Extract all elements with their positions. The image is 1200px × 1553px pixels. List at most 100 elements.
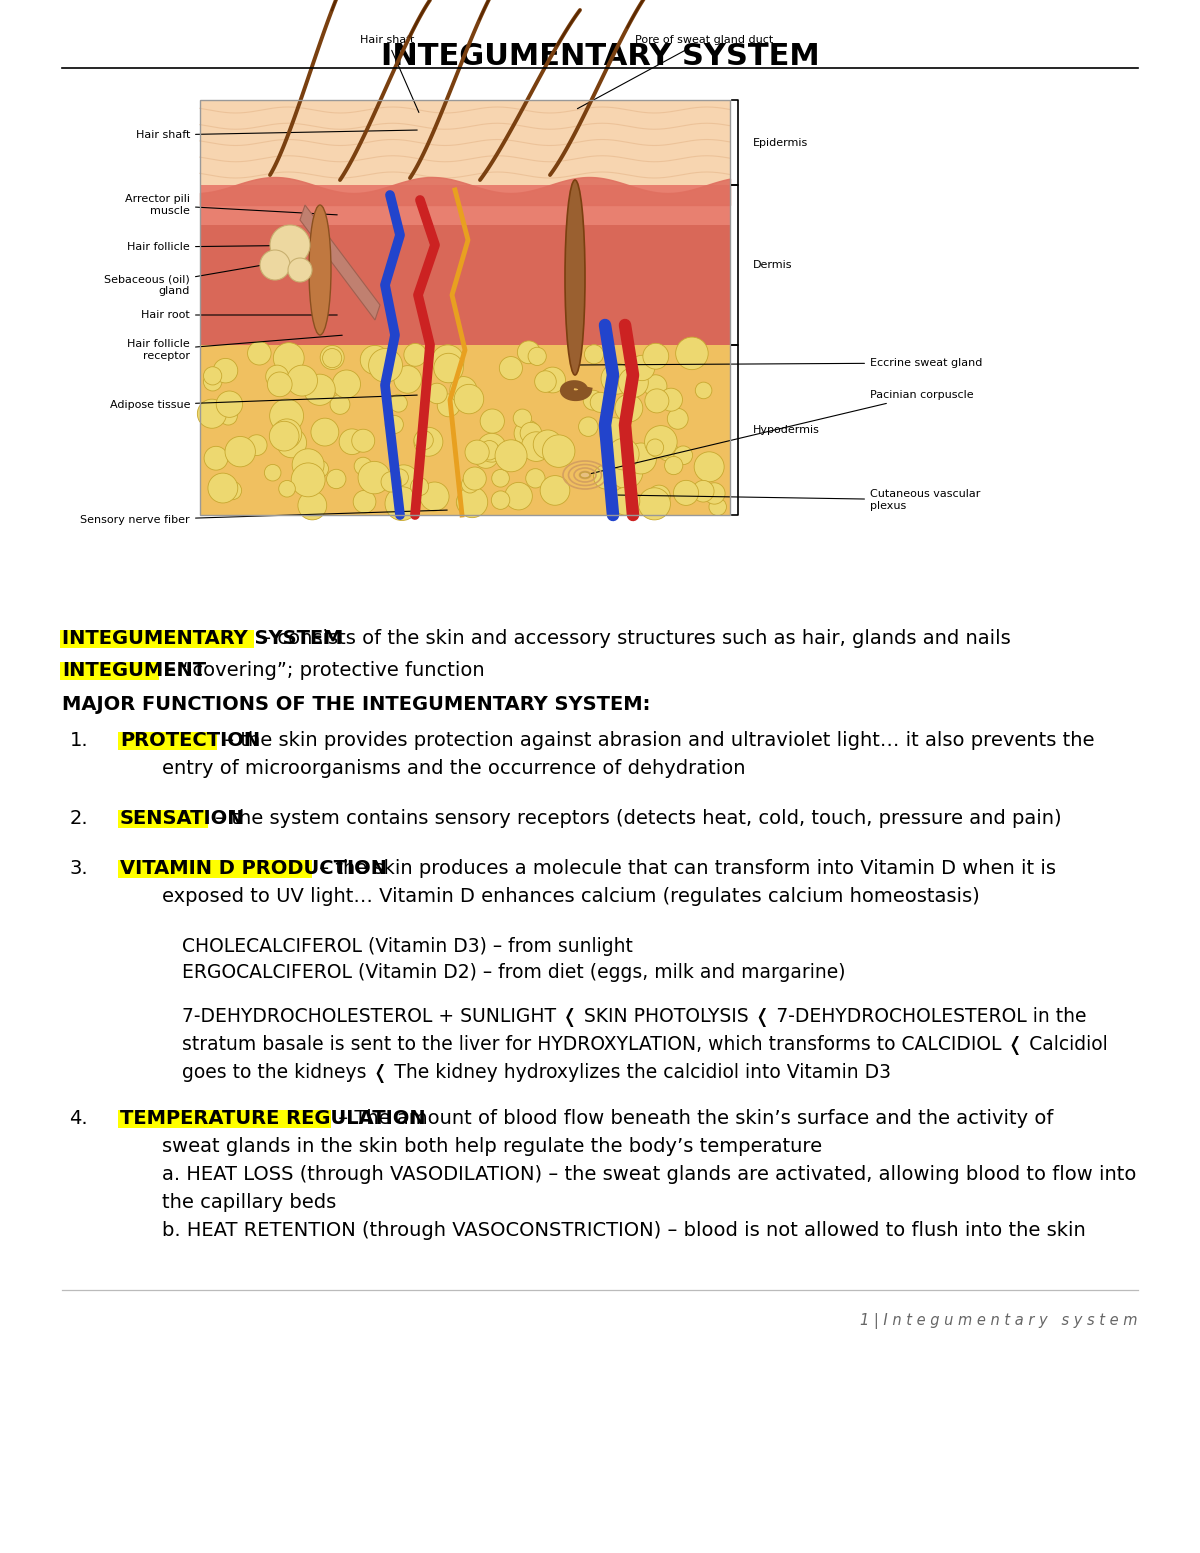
Circle shape xyxy=(278,480,295,497)
Circle shape xyxy=(578,416,598,436)
Circle shape xyxy=(644,426,677,458)
Circle shape xyxy=(614,394,643,422)
Circle shape xyxy=(288,258,312,283)
Text: Sensory nerve fiber: Sensory nerve fiber xyxy=(80,509,448,525)
Circle shape xyxy=(410,478,428,495)
Text: sweat glands in the skin both help regulate the body’s temperature: sweat glands in the skin both help regul… xyxy=(162,1137,822,1157)
Circle shape xyxy=(594,464,618,489)
Text: CHOLECALCIFEROL (Vitamin D3) – from sunlight: CHOLECALCIFEROL (Vitamin D3) – from sunl… xyxy=(182,938,632,957)
Circle shape xyxy=(505,441,524,460)
Text: Hair shaft: Hair shaft xyxy=(136,130,418,140)
Circle shape xyxy=(391,469,408,486)
Circle shape xyxy=(287,365,318,396)
Circle shape xyxy=(368,348,402,382)
Circle shape xyxy=(204,373,222,391)
Circle shape xyxy=(404,343,427,367)
Circle shape xyxy=(450,376,476,404)
Circle shape xyxy=(517,340,540,363)
Text: INTEGUMENTARY SYSTEM: INTEGUMENTARY SYSTEM xyxy=(62,629,343,649)
Circle shape xyxy=(455,384,484,413)
Circle shape xyxy=(311,418,338,446)
Text: Cutaneous vascular
plexus: Cutaneous vascular plexus xyxy=(618,489,980,511)
Text: Hair follicle
receptor: Hair follicle receptor xyxy=(127,335,342,360)
Circle shape xyxy=(694,452,724,481)
Circle shape xyxy=(533,430,563,460)
Circle shape xyxy=(496,439,527,472)
FancyBboxPatch shape xyxy=(118,860,312,877)
Circle shape xyxy=(340,429,365,455)
Circle shape xyxy=(382,472,402,492)
Circle shape xyxy=(514,421,540,447)
Circle shape xyxy=(246,435,268,455)
FancyBboxPatch shape xyxy=(60,662,160,680)
Text: Hair root: Hair root xyxy=(142,311,337,320)
Text: SENSATION: SENSATION xyxy=(120,809,245,828)
Circle shape xyxy=(220,407,238,426)
Text: Sebaceous (oil)
gland: Sebaceous (oil) gland xyxy=(104,261,289,295)
Circle shape xyxy=(612,488,640,516)
Circle shape xyxy=(432,345,464,377)
Circle shape xyxy=(665,457,683,475)
Circle shape xyxy=(644,388,668,413)
Circle shape xyxy=(216,391,242,418)
Circle shape xyxy=(388,464,419,495)
Circle shape xyxy=(667,408,688,429)
Text: Hypodermis: Hypodermis xyxy=(754,426,820,435)
Circle shape xyxy=(590,393,611,413)
Circle shape xyxy=(226,436,256,467)
Circle shape xyxy=(540,367,565,393)
Circle shape xyxy=(709,499,726,516)
Text: TEMPERATURE REGULATION: TEMPERATURE REGULATION xyxy=(120,1109,426,1129)
Circle shape xyxy=(311,460,329,477)
Circle shape xyxy=(674,446,692,464)
Circle shape xyxy=(354,457,372,475)
Circle shape xyxy=(492,469,509,488)
Circle shape xyxy=(457,486,487,517)
Circle shape xyxy=(505,483,533,509)
Circle shape xyxy=(208,474,238,503)
Text: stratum basale is sent to the liver for HYDROXYLATION, which transforms to CALCI: stratum basale is sent to the liver for … xyxy=(182,1034,1108,1054)
Circle shape xyxy=(660,388,683,412)
Circle shape xyxy=(323,348,342,368)
Circle shape xyxy=(480,408,504,433)
Circle shape xyxy=(607,438,640,471)
Circle shape xyxy=(466,439,490,464)
Circle shape xyxy=(269,421,299,450)
Text: Eccrine sweat gland: Eccrine sweat gland xyxy=(577,359,983,368)
FancyBboxPatch shape xyxy=(200,99,730,185)
Text: Pacinian corpuscle: Pacinian corpuscle xyxy=(588,390,973,474)
Circle shape xyxy=(528,348,546,365)
Circle shape xyxy=(456,491,479,514)
Circle shape xyxy=(703,483,725,505)
Text: Epidermis: Epidermis xyxy=(754,138,809,148)
Text: the capillary beds: the capillary beds xyxy=(162,1194,336,1213)
Circle shape xyxy=(260,250,290,280)
Circle shape xyxy=(274,343,305,374)
Text: goes to the kidneys ❬ The kidney hydroxylizes the calcidiol into Vitamin D3: goes to the kidneys ❬ The kidney hydroxy… xyxy=(182,1062,890,1082)
Circle shape xyxy=(695,382,712,399)
Circle shape xyxy=(676,337,708,370)
Circle shape xyxy=(353,491,376,512)
FancyBboxPatch shape xyxy=(118,811,208,828)
Text: MAJOR FUNCTIONS OF THE INTEGUMENTARY SYSTEM:: MAJOR FUNCTIONS OF THE INTEGUMENTARY SYS… xyxy=(62,696,650,714)
Circle shape xyxy=(223,481,241,500)
Circle shape xyxy=(214,359,238,384)
Ellipse shape xyxy=(565,180,586,374)
Circle shape xyxy=(473,443,499,469)
Circle shape xyxy=(520,422,541,444)
Circle shape xyxy=(268,373,292,396)
Circle shape xyxy=(552,439,575,463)
FancyBboxPatch shape xyxy=(118,731,217,750)
Circle shape xyxy=(583,390,604,410)
Text: Hair shaft: Hair shaft xyxy=(360,36,419,112)
Circle shape xyxy=(522,432,551,461)
Text: VITAMIN D PRODUCTION: VITAMIN D PRODUCTION xyxy=(120,859,386,879)
Text: exposed to UV light… Vitamin D enhances calcium (regulates calcium homeostasis): exposed to UV light… Vitamin D enhances … xyxy=(162,887,979,907)
Circle shape xyxy=(673,480,698,505)
Circle shape xyxy=(427,384,448,404)
Circle shape xyxy=(320,345,344,370)
Circle shape xyxy=(298,491,326,520)
Circle shape xyxy=(358,461,390,494)
Circle shape xyxy=(385,415,403,433)
Circle shape xyxy=(491,491,510,509)
